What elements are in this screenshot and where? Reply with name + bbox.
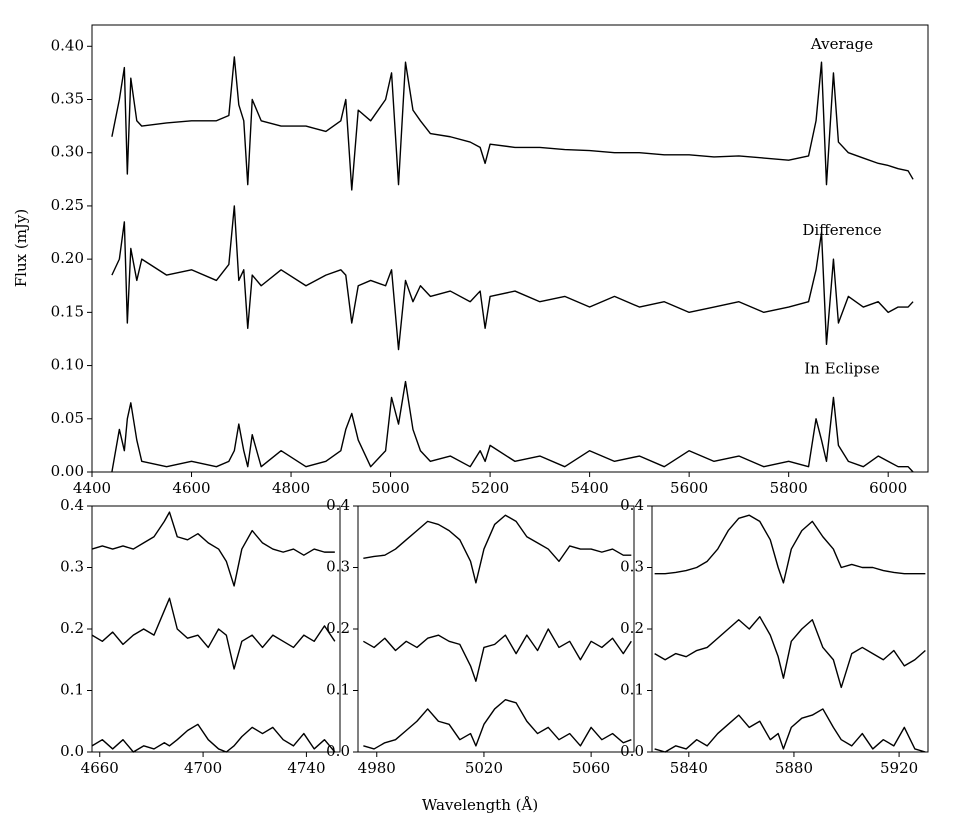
x-tick-label: 4800 (272, 479, 310, 497)
y-tick-label: 0.2 (326, 619, 350, 637)
y-tick-label: 0.35 (51, 90, 84, 108)
spectrum-line (363, 514, 632, 584)
axes-frame (91, 24, 929, 473)
y-tick-label: 0.00 (51, 462, 84, 480)
x-tick-label: 5060 (572, 759, 610, 777)
y-tick-label: 0.1 (620, 681, 644, 699)
y-tick-label: 0.10 (51, 356, 84, 374)
x-tick-label: 5000 (371, 479, 409, 497)
y-tick-label: 0.30 (51, 143, 84, 161)
x-tick-label: 4600 (172, 479, 210, 497)
y-tick-label: 0.20 (51, 249, 84, 267)
y-tick-label: 0.3 (60, 558, 84, 576)
spectrum-line (111, 56, 914, 191)
y-tick-label: 0.4 (60, 496, 84, 514)
spectrum-line (91, 723, 336, 753)
series-label: Difference (802, 221, 881, 239)
y-tick-label: 0.05 (51, 409, 84, 427)
axes-frame (91, 505, 341, 753)
x-tick-label: 4700 (184, 759, 222, 777)
spectrum-line (654, 708, 926, 753)
series-label: Average (810, 35, 873, 53)
y-tick-label: 0.0 (620, 742, 644, 760)
x-tick-label: 5800 (770, 479, 808, 497)
y-tick-label: 0.0 (60, 742, 84, 760)
spectrum-line (91, 511, 335, 587)
x-tick-label: 4400 (73, 479, 111, 497)
y-tick-label: 0.4 (620, 496, 644, 514)
y-tick-label: 0.25 (51, 196, 84, 214)
x-axis-label: Wavelength (Å) (422, 796, 538, 814)
spectrum-line (363, 628, 632, 682)
y-tick-label: 0.40 (51, 36, 84, 54)
spectrum-line (91, 597, 336, 670)
spectrum-line (654, 616, 926, 689)
x-tick-label: 5200 (471, 479, 509, 497)
x-tick-label: 5880 (775, 759, 813, 777)
x-tick-label: 5400 (571, 479, 609, 497)
y-tick-label: 0.3 (620, 558, 644, 576)
y-tick-label: 0.4 (326, 496, 350, 514)
y-tick-label: 0.15 (51, 302, 84, 320)
spectrum-line (111, 205, 914, 351)
x-tick-label: 6000 (869, 479, 907, 497)
axes-frame (651, 505, 929, 753)
y-tick-label: 0.1 (326, 681, 350, 699)
x-tick-label: 5920 (880, 759, 918, 777)
series-label: In Eclipse (804, 360, 880, 378)
y-axis-label: Flux (mJy) (12, 209, 30, 288)
x-tick-label: 5840 (670, 759, 708, 777)
x-tick-label: 4980 (358, 759, 396, 777)
spectrum-line (111, 380, 914, 473)
x-tick-label: 5020 (465, 759, 503, 777)
y-tick-label: 0.0 (326, 742, 350, 760)
x-tick-label: 4740 (287, 759, 325, 777)
axes-frame (357, 505, 635, 753)
spectrum-line (654, 514, 926, 584)
spectrum-line (363, 699, 632, 750)
x-tick-label: 5600 (670, 479, 708, 497)
y-tick-label: 0.2 (620, 619, 644, 637)
y-tick-label: 0.1 (60, 681, 84, 699)
y-tick-label: 0.2 (60, 619, 84, 637)
y-tick-label: 0.3 (326, 558, 350, 576)
x-tick-label: 4660 (81, 759, 119, 777)
